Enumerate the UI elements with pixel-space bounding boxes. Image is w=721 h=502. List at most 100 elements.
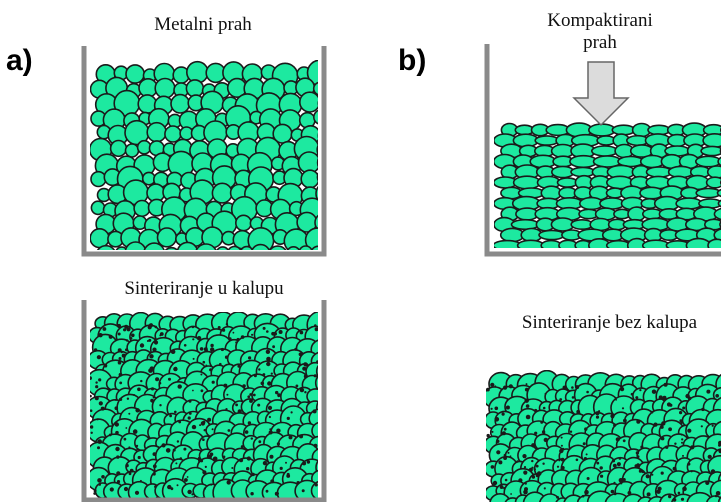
pore <box>600 474 604 478</box>
pore <box>496 439 500 443</box>
pore <box>90 376 92 380</box>
compacted-particle <box>512 175 542 190</box>
pore <box>636 455 640 459</box>
pore <box>491 430 494 433</box>
pore <box>525 383 528 386</box>
pore <box>649 460 652 463</box>
sintered-without-mold-particles <box>486 370 721 502</box>
pore <box>183 344 187 347</box>
powder-particle <box>299 91 318 113</box>
pore <box>95 381 98 384</box>
powder-particle <box>125 64 146 84</box>
pore <box>277 394 280 398</box>
pore <box>299 330 304 335</box>
powder-particle <box>154 77 176 99</box>
pore <box>173 366 178 372</box>
pore <box>651 389 657 394</box>
pore <box>192 389 194 392</box>
pore <box>207 455 211 459</box>
pore <box>115 446 120 452</box>
pore <box>267 381 272 386</box>
pore <box>524 482 527 485</box>
pore <box>128 412 131 415</box>
pore <box>276 442 280 446</box>
pore <box>508 384 513 389</box>
powder-particle <box>311 245 318 250</box>
pore <box>295 384 299 388</box>
sintered-particle <box>686 491 714 502</box>
pore <box>710 469 716 474</box>
pore <box>115 430 119 435</box>
pore <box>129 337 133 340</box>
pore <box>680 433 683 436</box>
pore <box>501 431 506 436</box>
pore <box>507 451 510 454</box>
powder-particle <box>170 93 191 114</box>
pore <box>114 422 120 427</box>
pore <box>252 393 256 397</box>
compacted-particle <box>717 199 721 208</box>
pore <box>167 484 172 490</box>
pore <box>262 461 267 466</box>
pore <box>599 466 603 470</box>
pore <box>177 384 182 389</box>
powder-particle <box>124 143 140 158</box>
pore <box>98 378 102 382</box>
pore <box>187 416 191 420</box>
pore <box>210 484 213 486</box>
pore <box>176 484 179 487</box>
pore <box>125 339 129 342</box>
pore <box>561 447 565 451</box>
pore <box>128 472 132 476</box>
pore <box>518 478 523 483</box>
pore <box>496 450 501 455</box>
pore <box>672 466 677 471</box>
pore <box>316 360 318 364</box>
compaction-arrow-icon <box>572 61 630 127</box>
pore <box>257 403 261 407</box>
pore <box>126 397 130 400</box>
pore <box>682 486 687 492</box>
pore <box>250 437 253 440</box>
pore <box>509 455 512 458</box>
compacted-particle <box>516 239 545 248</box>
pore <box>711 424 714 427</box>
compacted-particle <box>705 176 721 189</box>
pore <box>672 498 677 502</box>
pore <box>499 485 504 489</box>
pore <box>231 467 234 469</box>
pore <box>640 445 644 449</box>
powder-particle <box>211 182 233 204</box>
pore <box>494 385 497 388</box>
pore <box>681 438 684 441</box>
pore <box>116 471 121 476</box>
pore <box>217 326 221 329</box>
pore <box>503 456 507 460</box>
compacted-powder-caption-line1: Kompaktirani <box>547 10 653 31</box>
pore <box>246 456 251 461</box>
pore <box>680 497 685 501</box>
pore <box>272 345 275 349</box>
pore <box>622 478 626 482</box>
pore <box>314 324 317 327</box>
pore <box>560 436 563 439</box>
sintered-particle <box>539 493 562 502</box>
pore <box>192 338 195 341</box>
pore <box>635 396 639 400</box>
pore <box>232 331 235 334</box>
pore <box>504 478 508 482</box>
pore <box>715 491 721 496</box>
compacted-particle <box>716 188 721 198</box>
powder-particle <box>90 200 106 216</box>
pore <box>523 470 528 475</box>
pore <box>618 457 622 460</box>
pore <box>534 431 538 435</box>
pore <box>132 429 138 434</box>
pore <box>137 387 141 392</box>
pore <box>96 355 101 360</box>
pore <box>304 362 309 367</box>
pore <box>516 460 519 463</box>
sintered-particle <box>315 364 318 378</box>
pore <box>114 406 119 411</box>
